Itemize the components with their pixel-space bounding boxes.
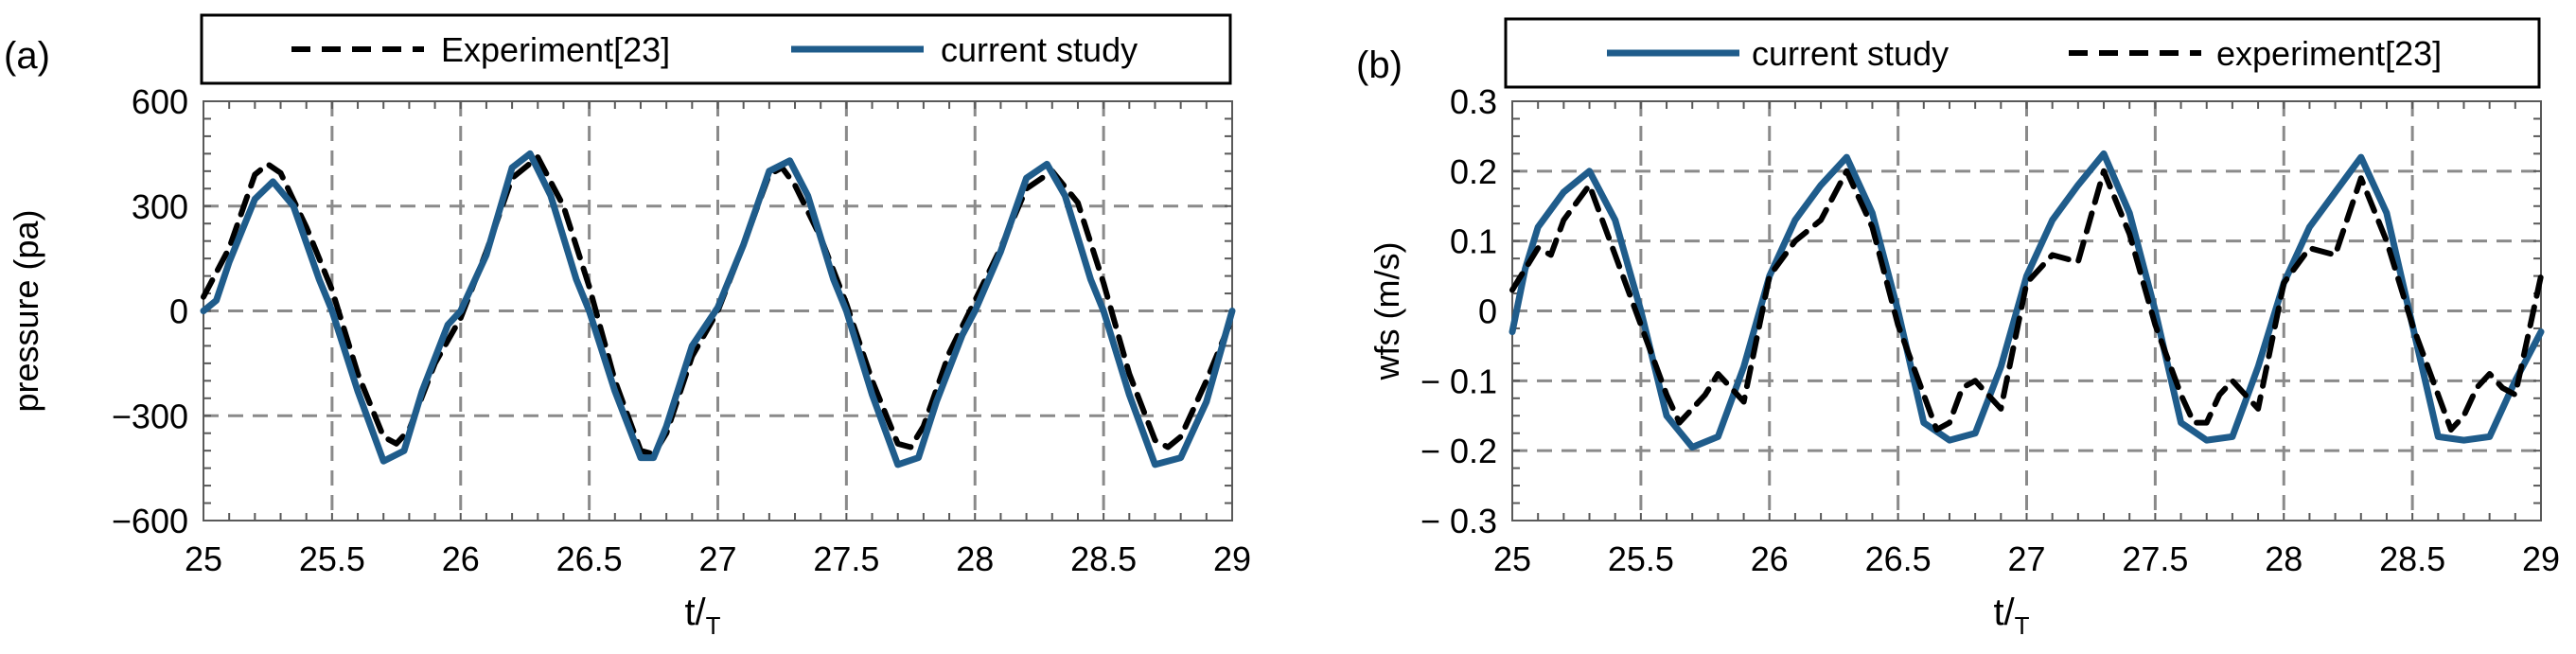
series-line-experiment <box>1509 168 2544 433</box>
y-tick-label: 0 <box>169 292 188 331</box>
legend-label: current study <box>941 30 1138 69</box>
x-tick-label: 28.5 <box>2379 539 2445 578</box>
y-tick-label: 0.1 <box>1450 222 1497 261</box>
x-tick-label: 25.5 <box>299 539 365 578</box>
y-tick-label: 300 <box>132 187 188 226</box>
x-tick-label: 26.5 <box>556 539 623 578</box>
series-line-current-study <box>1509 150 2545 451</box>
x-tick-label: 26 <box>1751 539 1789 578</box>
series-line-current-study <box>200 150 1236 468</box>
chart-panel-b: (b) 0.3 0.2 0.1 0 − 0.1 − 0.2 − 0.325 25.5 26 26.5… <box>1356 17 2560 640</box>
y-tick-label: −300 <box>112 397 188 435</box>
legend-label: experiment[23] <box>2216 34 2442 73</box>
y-axis-label: wfs (m/s) <box>1367 242 1406 381</box>
x-tick-label: 29 <box>2522 539 2560 578</box>
y-tick-label: 600 <box>132 82 188 121</box>
x-tick-label: 29 <box>1213 539 1251 578</box>
y-tick-label: − 0.1 <box>1420 362 1497 400</box>
x-tick-label: 28.5 <box>1070 539 1137 578</box>
x-tick-label: 27.5 <box>2122 539 2188 578</box>
y-tick-label: 0.3 <box>1450 82 1497 121</box>
x-tick-label: 25 <box>185 539 222 578</box>
x-tick-label: 27 <box>2007 539 2045 578</box>
x-axis-label: t/T <box>684 592 720 640</box>
panel-label: (a) <box>4 35 50 77</box>
x-tick-label: 25 <box>1493 539 1531 578</box>
x-tick-label: 26 <box>442 539 480 578</box>
x-axis-label: t/T <box>1993 592 2029 640</box>
x-tick-label: 25.5 <box>1608 539 1674 578</box>
y-tick-label: − 0.3 <box>1420 502 1497 540</box>
x-tick-label: 27 <box>698 539 736 578</box>
y-axis-label: pressure (pa) <box>7 209 45 412</box>
legend-box <box>200 13 1232 85</box>
y-tick-label: −600 <box>112 502 188 540</box>
x-tick-label: 28 <box>2265 539 2303 578</box>
legend-label: current study <box>1752 34 1949 73</box>
x-tick-label: 28 <box>956 539 994 578</box>
panel-label: (b) <box>1356 44 1403 86</box>
y-tick-label: 0 <box>1478 292 1497 331</box>
x-tick-label: 27.5 <box>813 539 879 578</box>
x-tick-label: 26.5 <box>1865 539 1932 578</box>
legend-label: Experiment[23] <box>441 30 670 69</box>
y-tick-label: − 0.2 <box>1420 432 1497 470</box>
y-tick-label: 0.2 <box>1450 152 1497 191</box>
